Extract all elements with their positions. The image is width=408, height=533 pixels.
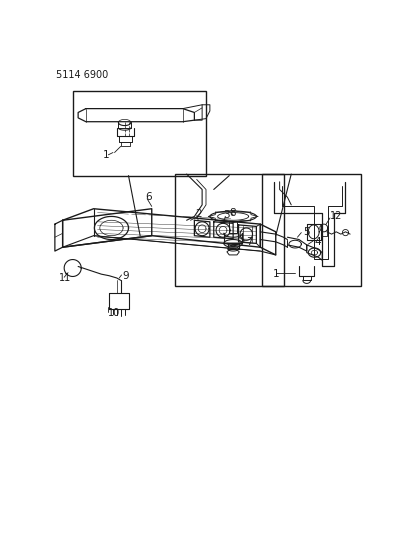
Text: 8: 8 (229, 207, 236, 217)
Text: 1: 1 (273, 269, 279, 279)
Text: 5114 6900: 5114 6900 (56, 70, 109, 80)
Text: 12: 12 (330, 212, 342, 221)
Text: 2: 2 (195, 209, 202, 219)
Bar (73, 91, 206, 175)
Text: 3: 3 (223, 210, 230, 220)
Text: 10: 10 (108, 309, 120, 318)
Bar (262, 174, 361, 286)
Text: 11: 11 (59, 273, 71, 283)
Text: 5: 5 (303, 227, 310, 237)
Bar (175, 174, 284, 286)
Text: 6: 6 (146, 192, 152, 202)
Text: 7: 7 (246, 237, 253, 247)
Text: 1: 1 (103, 150, 110, 160)
Text: 4: 4 (315, 237, 321, 247)
Text: 9: 9 (122, 271, 129, 281)
